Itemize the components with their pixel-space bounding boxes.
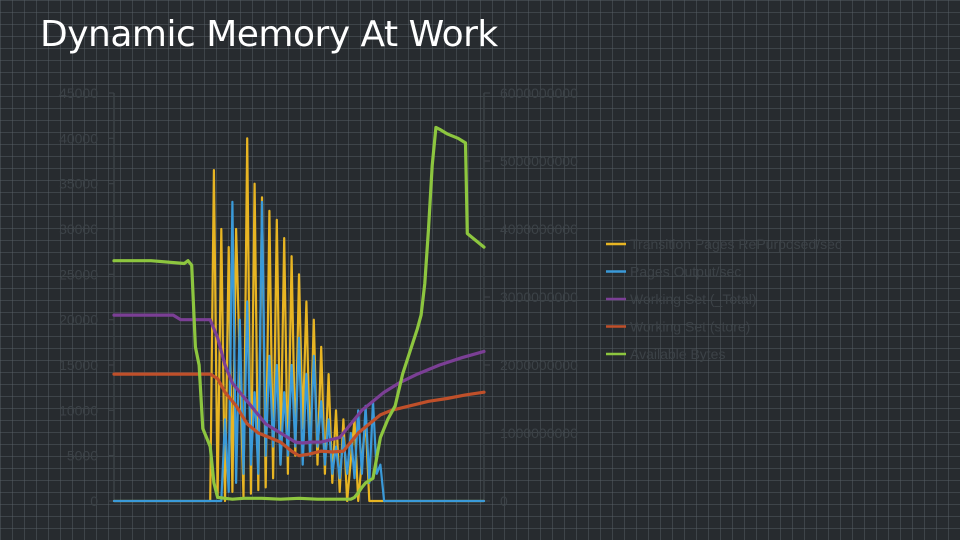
legend-label: Pages Output/sec <box>630 264 741 280</box>
left-tick-label: 20000 <box>59 312 98 328</box>
right-tick-label: 3000000000 <box>500 289 578 305</box>
legend-label: Available Bytes <box>630 346 725 362</box>
legend-label: Working Set (_Total) <box>630 291 757 307</box>
right-tick-label: 4000000000 <box>500 221 578 237</box>
right-tick-label: 6000000000 <box>500 85 578 101</box>
series-line-4 <box>112 125 486 501</box>
chart-axes: 0 5000 10000 15000 20000 25000 30000 35000 40000… <box>59 85 578 509</box>
legend-label: Working Set (store) <box>630 319 750 335</box>
left-tick-label: 45000 <box>59 85 98 101</box>
series-line-3 <box>112 372 486 458</box>
left-tick-label: 10000 <box>59 402 98 418</box>
legend-label: Transition Pages RePurposed/sec <box>630 236 842 252</box>
left-tick-label: 35000 <box>59 176 98 192</box>
right-tick-label: 1000000000 <box>500 425 578 441</box>
series-line-0 <box>112 137 486 503</box>
left-tick-label: 15000 <box>59 357 98 373</box>
right-tick-label: 5000000000 <box>500 153 578 169</box>
left-tick-label: 40000 <box>59 130 98 146</box>
plot-area <box>112 125 486 503</box>
right-tick-label: 2000000000 <box>500 357 578 373</box>
left-tick-label: 25000 <box>59 266 98 282</box>
left-tick-label: 0 <box>90 493 98 509</box>
right-tick-label: 0 <box>500 493 508 509</box>
slide-title: Dynamic Memory At Work <box>40 14 498 55</box>
legend: Transition Pages RePurposed/sec Pages Out… <box>606 236 842 362</box>
series-line-2 <box>112 313 486 445</box>
left-tick-label: 5000 <box>67 448 98 464</box>
left-tick-label: 30000 <box>59 221 98 237</box>
